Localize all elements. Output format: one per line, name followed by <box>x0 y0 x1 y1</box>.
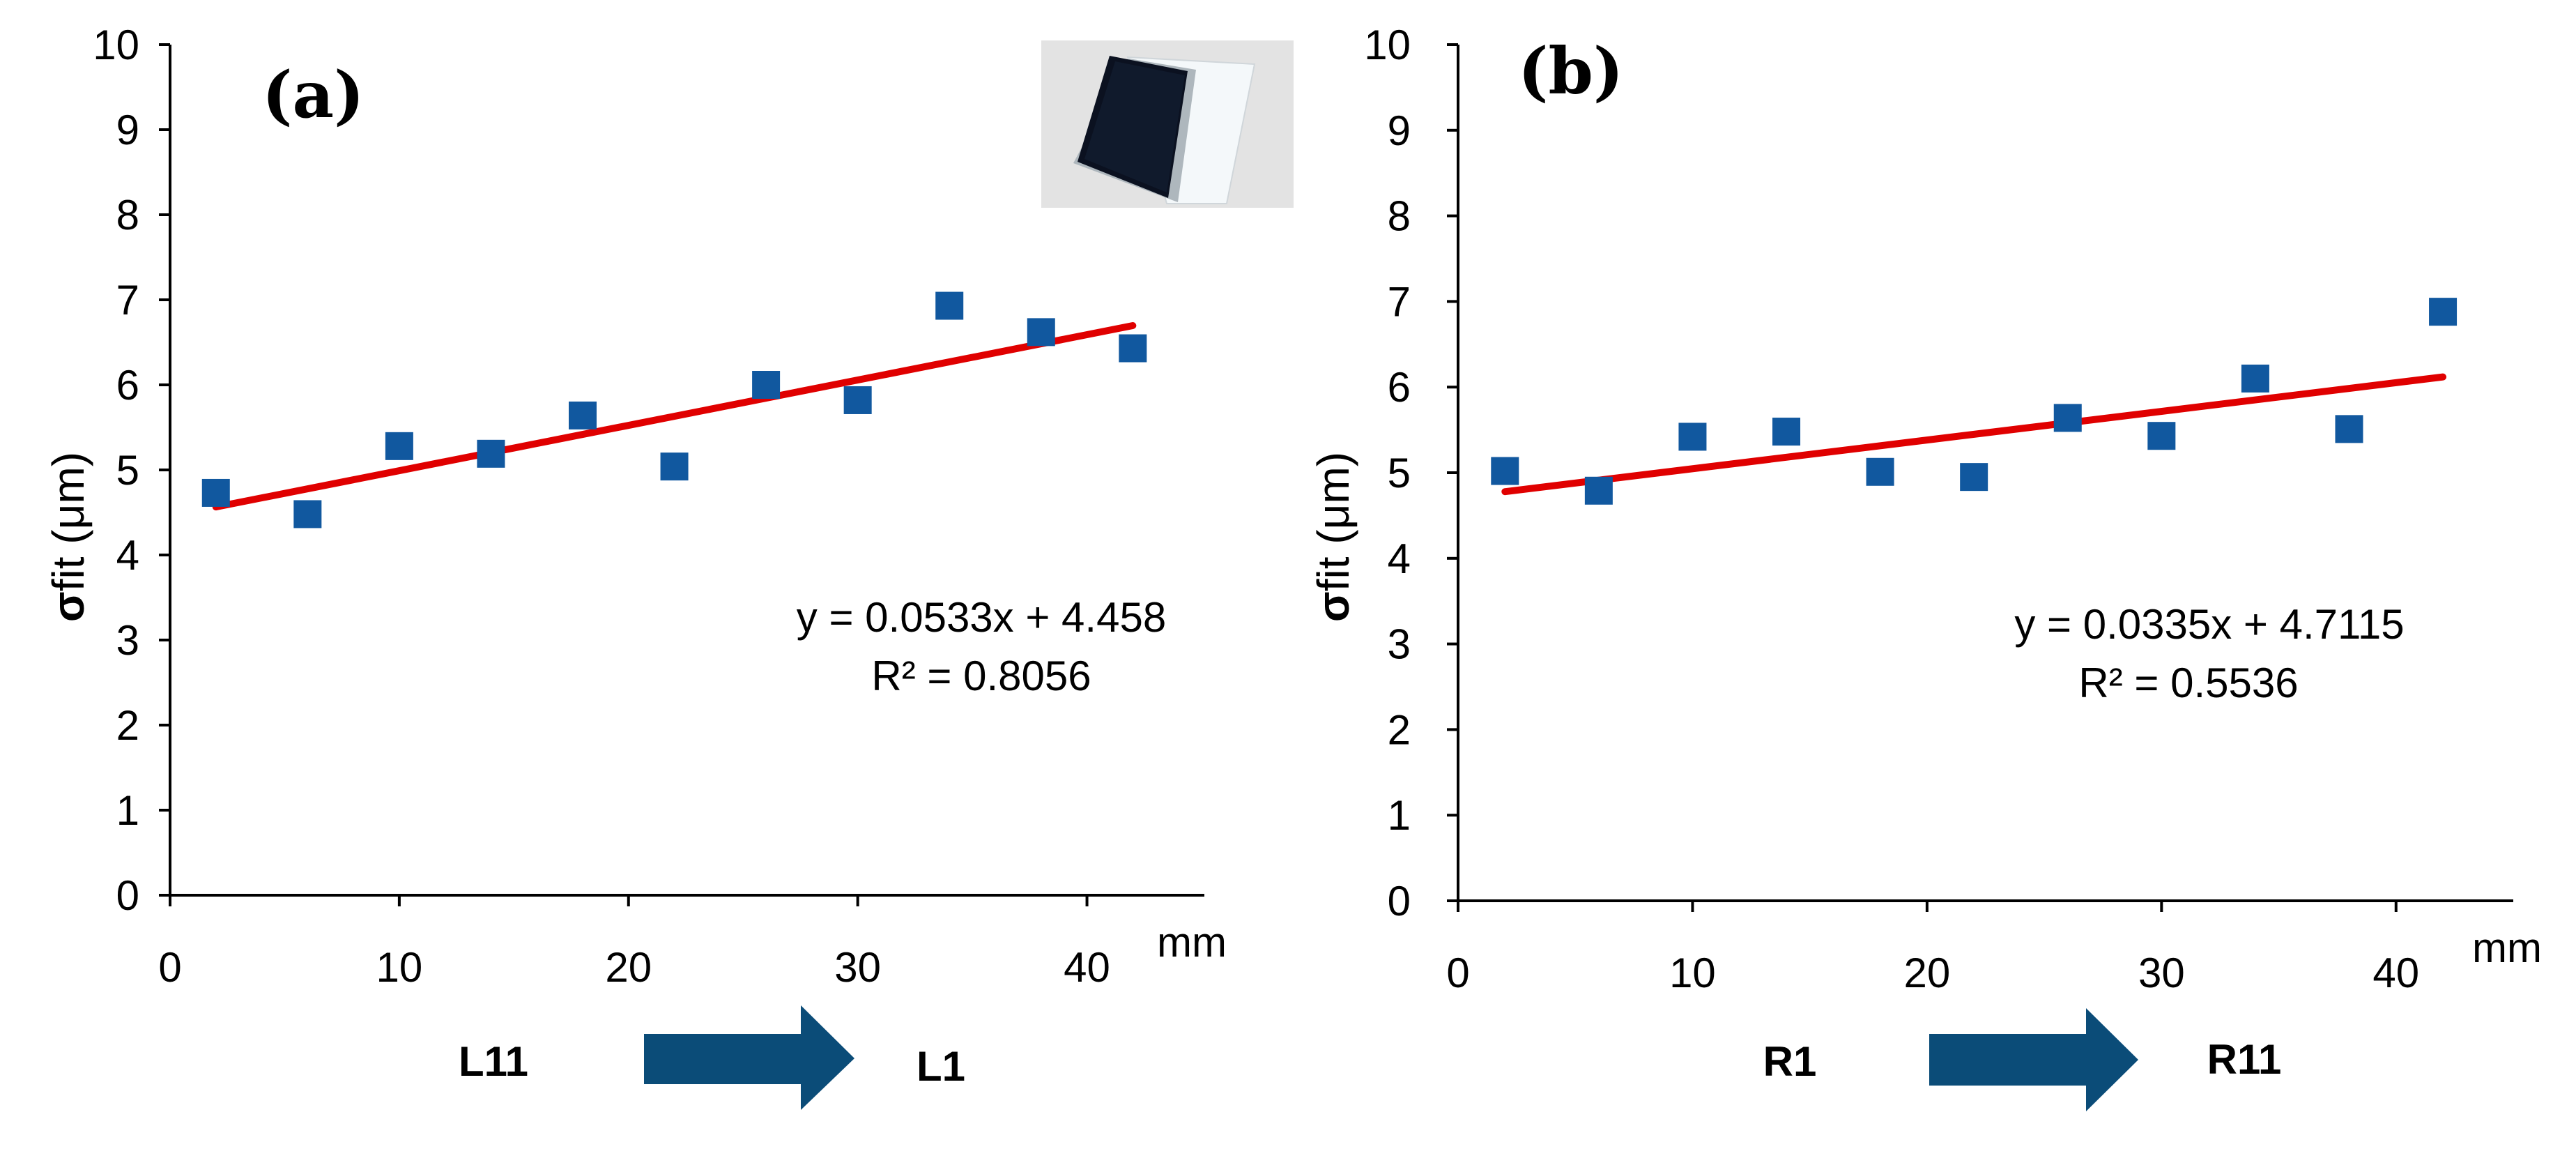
panel-a-points <box>201 291 1147 528</box>
panel-a-axes <box>159 43 1204 906</box>
panel-b-x-tick-label: 40 <box>2372 950 2419 996</box>
panel-b-data-point <box>1491 457 1519 485</box>
panel-b-x-tick-label: 30 <box>2138 950 2185 996</box>
panel-a-equation: y = 0.0533x + 4.458 <box>797 594 1166 641</box>
panel-a-x-tick-label: 30 <box>834 944 881 991</box>
panel-b-y-axis-label: fit (μm) <box>1308 452 1358 591</box>
panel-a-data-point <box>569 401 597 429</box>
panel-a-data-point <box>1119 334 1147 363</box>
panel-b-r-squared: R² = 0.5536 <box>2078 660 2298 706</box>
panel-b-label: (b) <box>1518 33 1623 109</box>
panel-a-data-point <box>752 371 781 399</box>
panel-a-label: (a) <box>262 57 365 132</box>
panel-a-y-axis-label: fit (μm) <box>43 452 93 591</box>
panel-a-y-tick-label: 9 <box>116 107 139 153</box>
panel-a-data-point <box>843 386 872 414</box>
panel-a-tick-labels: 0 1 2 3 4 5 6 7 8 9 10 0 10 20 30 40 <box>93 22 1110 991</box>
panel-b-data-point <box>1866 457 1894 486</box>
panel-b-axes <box>1447 43 2513 912</box>
panel-b-x-tick-label: 0 <box>1446 950 1469 996</box>
panel-b-y-tick-label: 7 <box>1388 278 1411 325</box>
panel-b-tick-labels: 0 1 2 3 4 5 6 7 8 9 10 0 10 20 30 40 <box>1364 22 2419 996</box>
panel-b-data-point <box>1584 476 1613 505</box>
panel-a-y-tick-label: 6 <box>116 362 139 409</box>
panel-b-points <box>1491 298 2458 505</box>
panel-a-y-tick-label: 5 <box>116 447 139 494</box>
panel-a-x-tick-label: 20 <box>605 944 652 991</box>
panel-a-direction-from: L11 <box>459 1038 528 1085</box>
panel-b-y-axis-symbol: σ <box>1308 591 1358 622</box>
panel-a-data-point <box>935 291 964 320</box>
panel-a-trendline-group <box>212 322 1137 511</box>
panel-a-data-point <box>201 478 230 507</box>
panel-b-y-tick-label: 8 <box>1388 193 1411 240</box>
panel-a-x-tick-label: 40 <box>1064 944 1110 991</box>
panel-b-equation: y = 0.0335x + 4.7115 <box>2014 601 2404 648</box>
panel-b-x-tick-label: 20 <box>1904 950 1951 996</box>
panel-b-y-tick-label: 6 <box>1388 364 1411 411</box>
panel-b-direction-to: R11 <box>2207 1036 2282 1083</box>
panel-a-y-tick-label: 1 <box>116 787 139 834</box>
panel-a-direction-arrow <box>644 1005 854 1110</box>
panel-b-y-tick-label: 5 <box>1388 450 1411 496</box>
panel-b-data-point <box>1960 463 1988 492</box>
panel-a-y-tick-label: 7 <box>116 277 139 324</box>
panel-b-data-point <box>2429 298 2458 326</box>
panel-b-x-unit: mm <box>2472 924 2542 971</box>
panel-b-x-tick-label: 10 <box>1669 950 1716 996</box>
panel-a-x-unit: mm <box>1157 919 1227 966</box>
panel-a-direction-to: L1 <box>917 1043 965 1090</box>
panel-b-y-axis-title: σfit (μm) <box>1308 452 1358 622</box>
panel-b-data-point <box>2053 404 2082 432</box>
panel-b-y-tick-label: 3 <box>1388 621 1411 668</box>
panel-a-x-tick-label: 0 <box>158 944 181 991</box>
panel-a-y-tick-label: 3 <box>116 617 139 664</box>
panel-a-data-point <box>293 500 322 528</box>
panel-a-data-point <box>660 452 689 481</box>
panel-b-data-point <box>2241 364 2269 393</box>
panel-a-x-tick-label: 10 <box>376 944 423 991</box>
panel-a-data-point <box>477 439 505 468</box>
panel-a-data-point <box>385 432 413 460</box>
panel-a-y-tick-label: 2 <box>116 702 139 749</box>
panel-b-y-tick-label: 1 <box>1388 792 1411 839</box>
panel-a: 0 1 2 3 4 5 6 7 8 9 10 0 10 20 30 40 (a) σfit (μm) mm y… <box>43 22 1294 1110</box>
panel-a-trendline <box>212 322 1137 511</box>
panel-a-y-axis-title: σfit (μm) <box>43 452 93 622</box>
panel-b-direction-arrow <box>1929 1008 2138 1111</box>
panel-a-y-axis-symbol: σ <box>43 591 93 622</box>
panel-b-data-point <box>2335 415 2363 443</box>
panel-a-r-squared: R² = 0.8056 <box>871 653 1091 699</box>
panel-b-y-tick-label: 9 <box>1388 107 1411 154</box>
panel-a-y-tick-label: 8 <box>116 192 139 238</box>
panel-b-trendline <box>1501 373 2447 496</box>
panel-b-data-point <box>2147 422 2176 450</box>
panel-b-trendline-group <box>1501 373 2447 496</box>
panel-b-direction-from: R1 <box>1763 1038 1817 1085</box>
panel-b-y-tick-label: 4 <box>1388 535 1411 582</box>
panel-a-data-point <box>1027 318 1055 347</box>
panel-a-inset-device-image <box>1041 40 1294 208</box>
panel-b-data-point <box>1772 418 1801 446</box>
panel-b: 0 1 2 3 4 5 6 7 8 9 10 0 10 20 30 40 (b) σfit (μm) mm y… <box>1308 22 2542 1111</box>
panel-b-y-tick-label: 0 <box>1388 878 1411 924</box>
panel-b-y-tick-label: 10 <box>1364 22 1411 68</box>
panel-a-y-tick-label: 0 <box>116 872 139 919</box>
panel-b-data-point <box>1678 423 1707 451</box>
panel-b-y-tick-label: 2 <box>1388 706 1411 753</box>
panel-a-y-tick-label: 4 <box>116 532 139 579</box>
panel-a-y-tick-label: 10 <box>93 22 139 68</box>
